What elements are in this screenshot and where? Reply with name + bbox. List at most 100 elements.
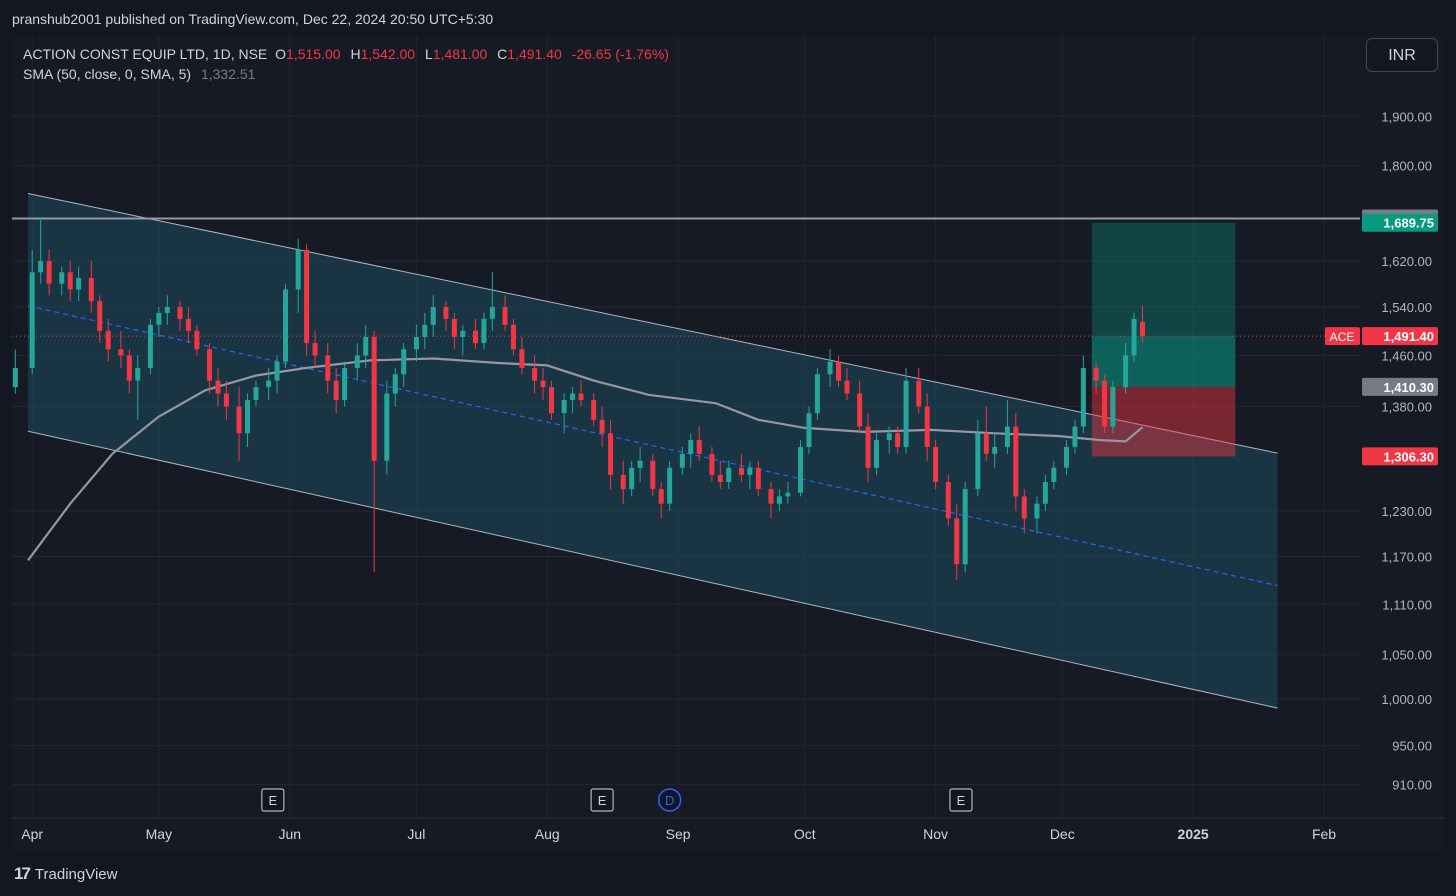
candle-body xyxy=(105,330,111,350)
candle xyxy=(245,393,251,447)
candle-body xyxy=(865,426,871,468)
earnings-marker[interactable]: E xyxy=(590,788,614,812)
candle xyxy=(608,419,614,490)
candle-body xyxy=(422,324,428,337)
position-target-zone xyxy=(1091,222,1236,387)
candle-body xyxy=(570,393,576,401)
candle-body xyxy=(38,261,44,273)
candle-body xyxy=(637,460,643,468)
candle-body xyxy=(924,406,930,447)
ohlc-row: ACTION CONST EQUIP LTD, 1D, NSE O1,515.0… xyxy=(23,44,669,64)
candle-body xyxy=(806,413,812,447)
candle xyxy=(1004,400,1010,454)
candle xyxy=(844,367,850,401)
candle xyxy=(105,318,111,362)
candle-body xyxy=(895,433,901,447)
candle-body xyxy=(510,324,516,350)
candle xyxy=(312,330,318,368)
candle-body xyxy=(312,343,318,356)
currency-button[interactable]: INR xyxy=(1366,38,1438,72)
candle-body xyxy=(164,306,170,313)
candle-body xyxy=(886,433,892,441)
candle-body xyxy=(1139,321,1145,337)
price-tick-label: 1,000.00 xyxy=(1381,692,1432,707)
candle-body xyxy=(954,518,960,565)
candle-body xyxy=(481,318,487,344)
candle xyxy=(502,295,508,331)
price-label: 1,306.30 xyxy=(1362,447,1438,466)
price-tick-label: 1,230.00 xyxy=(1381,504,1432,519)
symbol-title[interactable]: ACTION CONST EQUIP LTD, 1D, NSE xyxy=(23,46,268,62)
price-label: 1,491.40 ACE xyxy=(1325,327,1438,346)
candle xyxy=(164,295,170,325)
price-tick-label: 1,800.00 xyxy=(1381,158,1432,173)
candle-body xyxy=(1021,496,1027,519)
candle xyxy=(827,349,833,388)
candle-body xyxy=(696,440,702,454)
candle-body xyxy=(1004,426,1010,447)
candle xyxy=(236,387,242,461)
chart-pane[interactable]: 1,900.00 1,800.00 1,620.00 1,540.00 1,460.00… xyxy=(12,36,1444,851)
candle-body xyxy=(76,277,82,290)
change-value: -26.65 (-1.76%) xyxy=(571,46,669,62)
candle-body xyxy=(983,433,989,454)
candle xyxy=(903,367,909,454)
candle-body xyxy=(1131,318,1137,356)
candle-body xyxy=(354,355,360,368)
candle-body xyxy=(266,380,272,388)
candle-body xyxy=(1034,503,1040,519)
candle xyxy=(253,380,259,407)
candle-body xyxy=(443,306,449,319)
earnings-box xyxy=(590,788,614,812)
earnings-marker[interactable]: E xyxy=(949,788,973,812)
candle xyxy=(472,318,478,350)
candle-body xyxy=(717,474,723,482)
tradingview-mark-icon: 17 xyxy=(14,864,31,883)
time-axis: Apr May Jun Jul Aug Sep Oct Nov Dec 2025 Feb xyxy=(21,826,1336,842)
candle xyxy=(460,324,466,356)
candle-body xyxy=(207,349,213,381)
candle-body xyxy=(916,380,922,407)
candle-body xyxy=(650,460,656,490)
candle-body xyxy=(755,467,761,490)
candle xyxy=(401,343,407,388)
candle xyxy=(354,343,360,381)
candle xyxy=(688,433,694,468)
candle xyxy=(1123,343,1129,394)
candle-body xyxy=(992,446,998,454)
price-chart[interactable]: 1,900.00 1,800.00 1,620.00 1,540.00 1,460.00… xyxy=(12,36,1444,851)
sma-label[interactable]: SMA (50, close, 0, SMA, 5) xyxy=(23,66,192,82)
candle-body xyxy=(1013,426,1019,497)
channel-fill xyxy=(28,193,1278,709)
price-tick-label: 1,620.00 xyxy=(1381,254,1432,269)
candle-body xyxy=(97,301,103,331)
tradingview-logo[interactable]: 17 TradingView xyxy=(14,864,117,884)
candle-body xyxy=(768,489,774,504)
candle xyxy=(304,244,310,356)
earnings-marker[interactable]: E xyxy=(261,788,285,812)
candle xyxy=(29,249,35,375)
dividend-marker[interactable]: D xyxy=(657,788,682,812)
time-tick-label: Aug xyxy=(535,826,560,842)
price-tick-label: 1,110.00 xyxy=(1382,597,1432,612)
candle-body xyxy=(608,433,614,475)
candle xyxy=(806,406,812,454)
candle xyxy=(561,393,567,434)
publish-line: pranshub2001 published on TradingView.co… xyxy=(12,11,494,27)
candle xyxy=(540,367,546,401)
candle xyxy=(1013,413,1019,512)
channel-mid-dashed-line xyxy=(27,305,1278,587)
time-tick-label: 2025 xyxy=(1178,826,1209,842)
candle xyxy=(857,380,863,434)
event-letter: E xyxy=(957,793,966,808)
candle xyxy=(384,380,390,475)
candle xyxy=(696,426,702,461)
candle xyxy=(578,380,584,407)
price-tick-label: 950.00 xyxy=(1392,739,1432,754)
candle xyxy=(768,481,774,519)
candle xyxy=(519,336,525,375)
candle-body xyxy=(1072,426,1078,447)
candle xyxy=(776,489,782,512)
candle xyxy=(443,301,449,331)
candle-body xyxy=(747,467,753,475)
